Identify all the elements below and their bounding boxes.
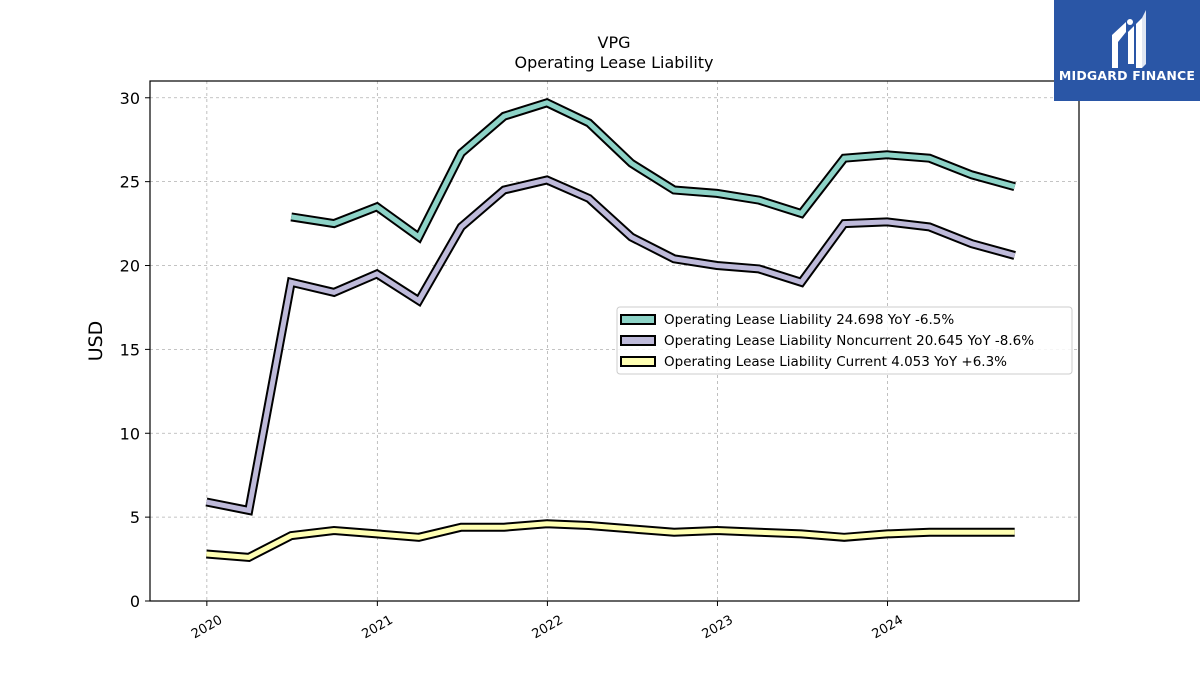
- series-layer: [205, 97, 1016, 562]
- x-tick-label: 2022: [530, 613, 566, 643]
- legend: Operating Lease Liability 24.698 YoY -6.…: [616, 306, 1073, 375]
- plot-frame: [149, 80, 1080, 602]
- legend-label: Operating Lease Liability Current 4.053 …: [664, 354, 1007, 370]
- y-tick-label: 5: [130, 508, 140, 527]
- legend-swatch: [620, 335, 656, 346]
- legend-box: [616, 306, 1073, 375]
- y-tick-label: 10: [120, 424, 140, 443]
- x-axis: 2020 2021 2022 2023 2024: [189, 601, 906, 642]
- x-tick-label: 2023: [700, 613, 736, 643]
- x-tick-label: 2024: [870, 613, 906, 643]
- y-tick-label: 20: [120, 257, 140, 276]
- chart-title: VPG: [598, 33, 631, 52]
- y-axis: 0 5 10 15 20 25 30: [120, 89, 150, 611]
- y-tick-label: 15: [120, 340, 140, 359]
- y-axis-label: USD: [85, 321, 107, 362]
- y-tick-label: 25: [120, 173, 140, 192]
- chart-subtitle: Operating Lease Liability: [514, 53, 713, 72]
- series-3: [206, 519, 1015, 562]
- series-line: [205, 177, 1016, 514]
- series-1: [290, 97, 1016, 244]
- legend-swatch: [620, 356, 656, 367]
- legend-label: Operating Lease Liability Noncurrent 20.…: [664, 333, 1034, 349]
- midgard-monogram-icon: [1112, 10, 1146, 68]
- legend-label: Operating Lease Liability 24.698 YoY -6.…: [664, 312, 954, 328]
- y-tick-label: 0: [130, 592, 140, 611]
- series-line: [290, 100, 1016, 241]
- series-line: [206, 521, 1015, 560]
- legend-item: Operating Lease Liability Noncurrent 20.…: [620, 333, 1034, 349]
- x-tick-label: 2020: [189, 613, 225, 643]
- midgard-finance-logo: MIDGARD FINANCE: [1054, 0, 1200, 101]
- y-tick-label: 30: [120, 89, 140, 108]
- series-2: [205, 175, 1016, 516]
- legend-swatch: [620, 314, 656, 325]
- x-tick-label: 2021: [360, 613, 396, 643]
- legend-item: Operating Lease Liability 24.698 YoY -6.…: [620, 312, 954, 328]
- legend-item: Operating Lease Liability Current 4.053 …: [620, 354, 1007, 370]
- logo-wordmark: MIDGARD FINANCE: [1058, 68, 1196, 83]
- series-line-outline: [290, 97, 1016, 244]
